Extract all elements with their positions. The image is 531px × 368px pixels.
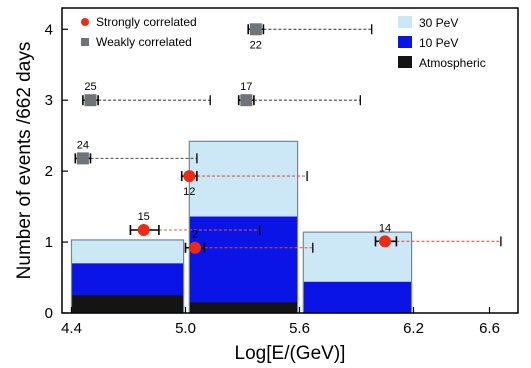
x-tick-label: 6.6 [479,320,500,337]
legend-stack: 30 PeV 10 PeV Atmospheric [398,16,486,70]
legend-label: 30 PeV [419,16,458,30]
bar-pev10-3 [303,281,412,313]
legend-weak-symbol [81,38,89,46]
event-25: 25 [82,81,211,107]
legend-label: Atmospheric [419,56,486,70]
y-tick-label: 1 [45,234,53,251]
event-12: 12 [180,170,308,198]
bar-pev10-2 [189,216,298,313]
weak-event-marker [249,23,262,36]
legend-swatch [398,36,412,48]
legend-swatch [398,16,412,28]
y-axis-title: Number of events /662 days [14,42,35,280]
bar-atmospheric-1 [71,295,184,313]
event-label: 15 [138,211,150,223]
strong-event-marker [183,170,196,183]
strong-event-marker [379,235,391,248]
legend-swatch [398,56,412,68]
event-label: 17 [240,81,252,93]
y-tick-label: 0 [45,305,53,322]
legend-item-weak: Weakly correlated [81,35,192,49]
legend-label: 10 PeV [419,36,458,50]
strong-event-marker [189,241,201,254]
legend-item-pev10: 10 PeV [398,36,458,50]
x-tick-label: 4.4 [61,320,82,337]
event-label: 2 [192,229,198,241]
event-label: 22 [250,39,262,51]
legend-item-pev30: 30 PeV [398,16,458,30]
event-14: 14 [374,222,502,248]
x-tick-label: 5.0 [175,320,196,337]
strong-event-marker [137,224,150,237]
event-22: 22 [247,23,373,51]
event-24: 24 [74,139,198,165]
legend-item-atmospheric: Atmospheric [398,56,486,70]
bar-atmospheric-2 [189,302,298,313]
y-tick-label: 2 [45,163,53,180]
event-label: 12 [183,186,195,198]
plot-frame [61,7,519,314]
legend-strong-symbol [81,18,89,26]
legend-label: Strongly correlated [96,15,197,29]
histogram-bars [70,140,413,314]
event-2: 2 [184,229,314,254]
weak-event-marker [240,94,253,107]
x-tick-label: 5.6 [289,320,310,337]
event-label: 14 [379,222,391,234]
weak-event-marker [84,94,97,107]
event-15: 15 [129,211,261,237]
legend-label: Weakly correlated [96,35,192,49]
event-label: 24 [77,139,89,151]
legend-item-strong: Strongly correlated [81,15,197,29]
legend-markers: Strongly correlated Weakly correlated [81,15,197,49]
x-tick-label: 6.2 [403,320,424,337]
event-label: 25 [84,81,96,93]
event-17: 17 [237,81,361,107]
y-tick-label: 3 [45,92,53,109]
x-axis-title: Log[E/(GeV)] [235,343,346,364]
y-tick-label: 4 [45,21,53,38]
weak-event-marker [76,152,89,165]
event-markers: 22 25 17 24 12 15 2 14 [74,23,502,254]
